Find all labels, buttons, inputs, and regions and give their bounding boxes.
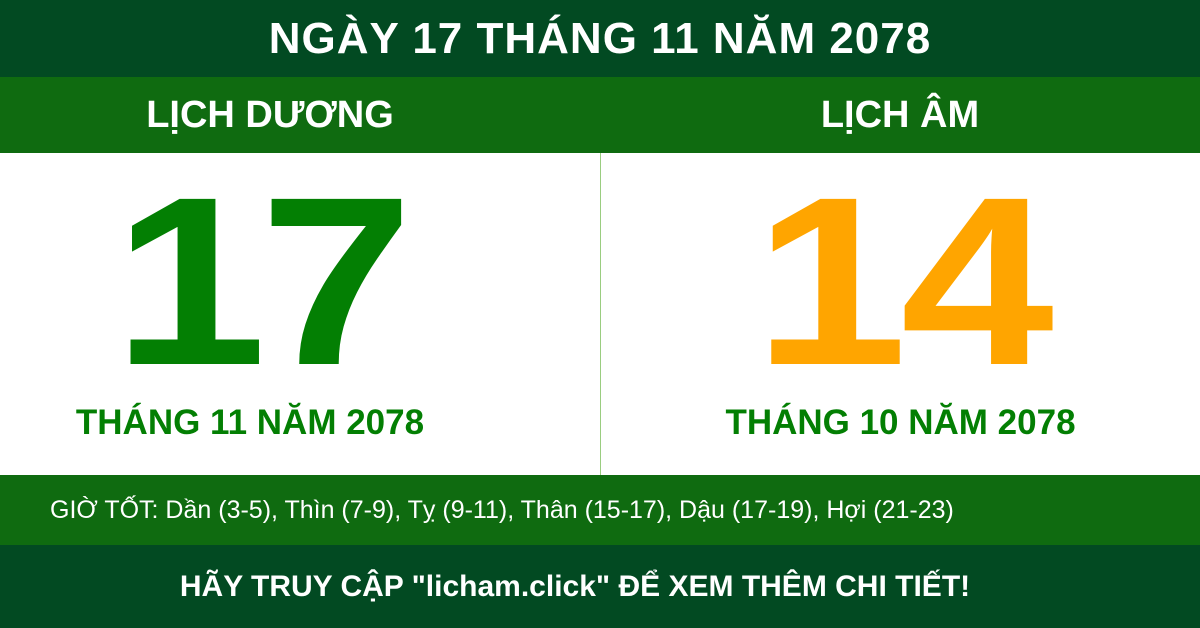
solar-day: 17 — [113, 147, 413, 415]
lunar-panel: 14 THÁNG 10 NĂM 2078 — [600, 153, 1200, 475]
footer-cta: HÃY TRUY CẬP "licham.click" ĐỂ XEM THÊM … — [0, 545, 1200, 628]
page-title: NGÀY 17 THÁNG 11 NĂM 2078 — [0, 0, 1200, 77]
solar-panel: 17 THÁNG 11 NĂM 2078 — [0, 153, 600, 475]
solar-label: LỊCH DƯƠNG — [146, 93, 394, 136]
lunar-day: 14 — [753, 147, 1054, 415]
lunar-label: LỊCH ÂM — [820, 93, 980, 136]
solar-month-year: THÁNG 11 NĂM 2078 — [75, 403, 425, 442]
lunar-month-year: THÁNG 10 NĂM 2078 — [725, 403, 1076, 442]
calendar-headers: LỊCH DƯƠNG LỊCH ÂM — [0, 77, 1200, 153]
good-hours: GIỜ TỐT: Dần (3-5), Thìn (7-9), Tỵ (9-11… — [0, 475, 1200, 545]
